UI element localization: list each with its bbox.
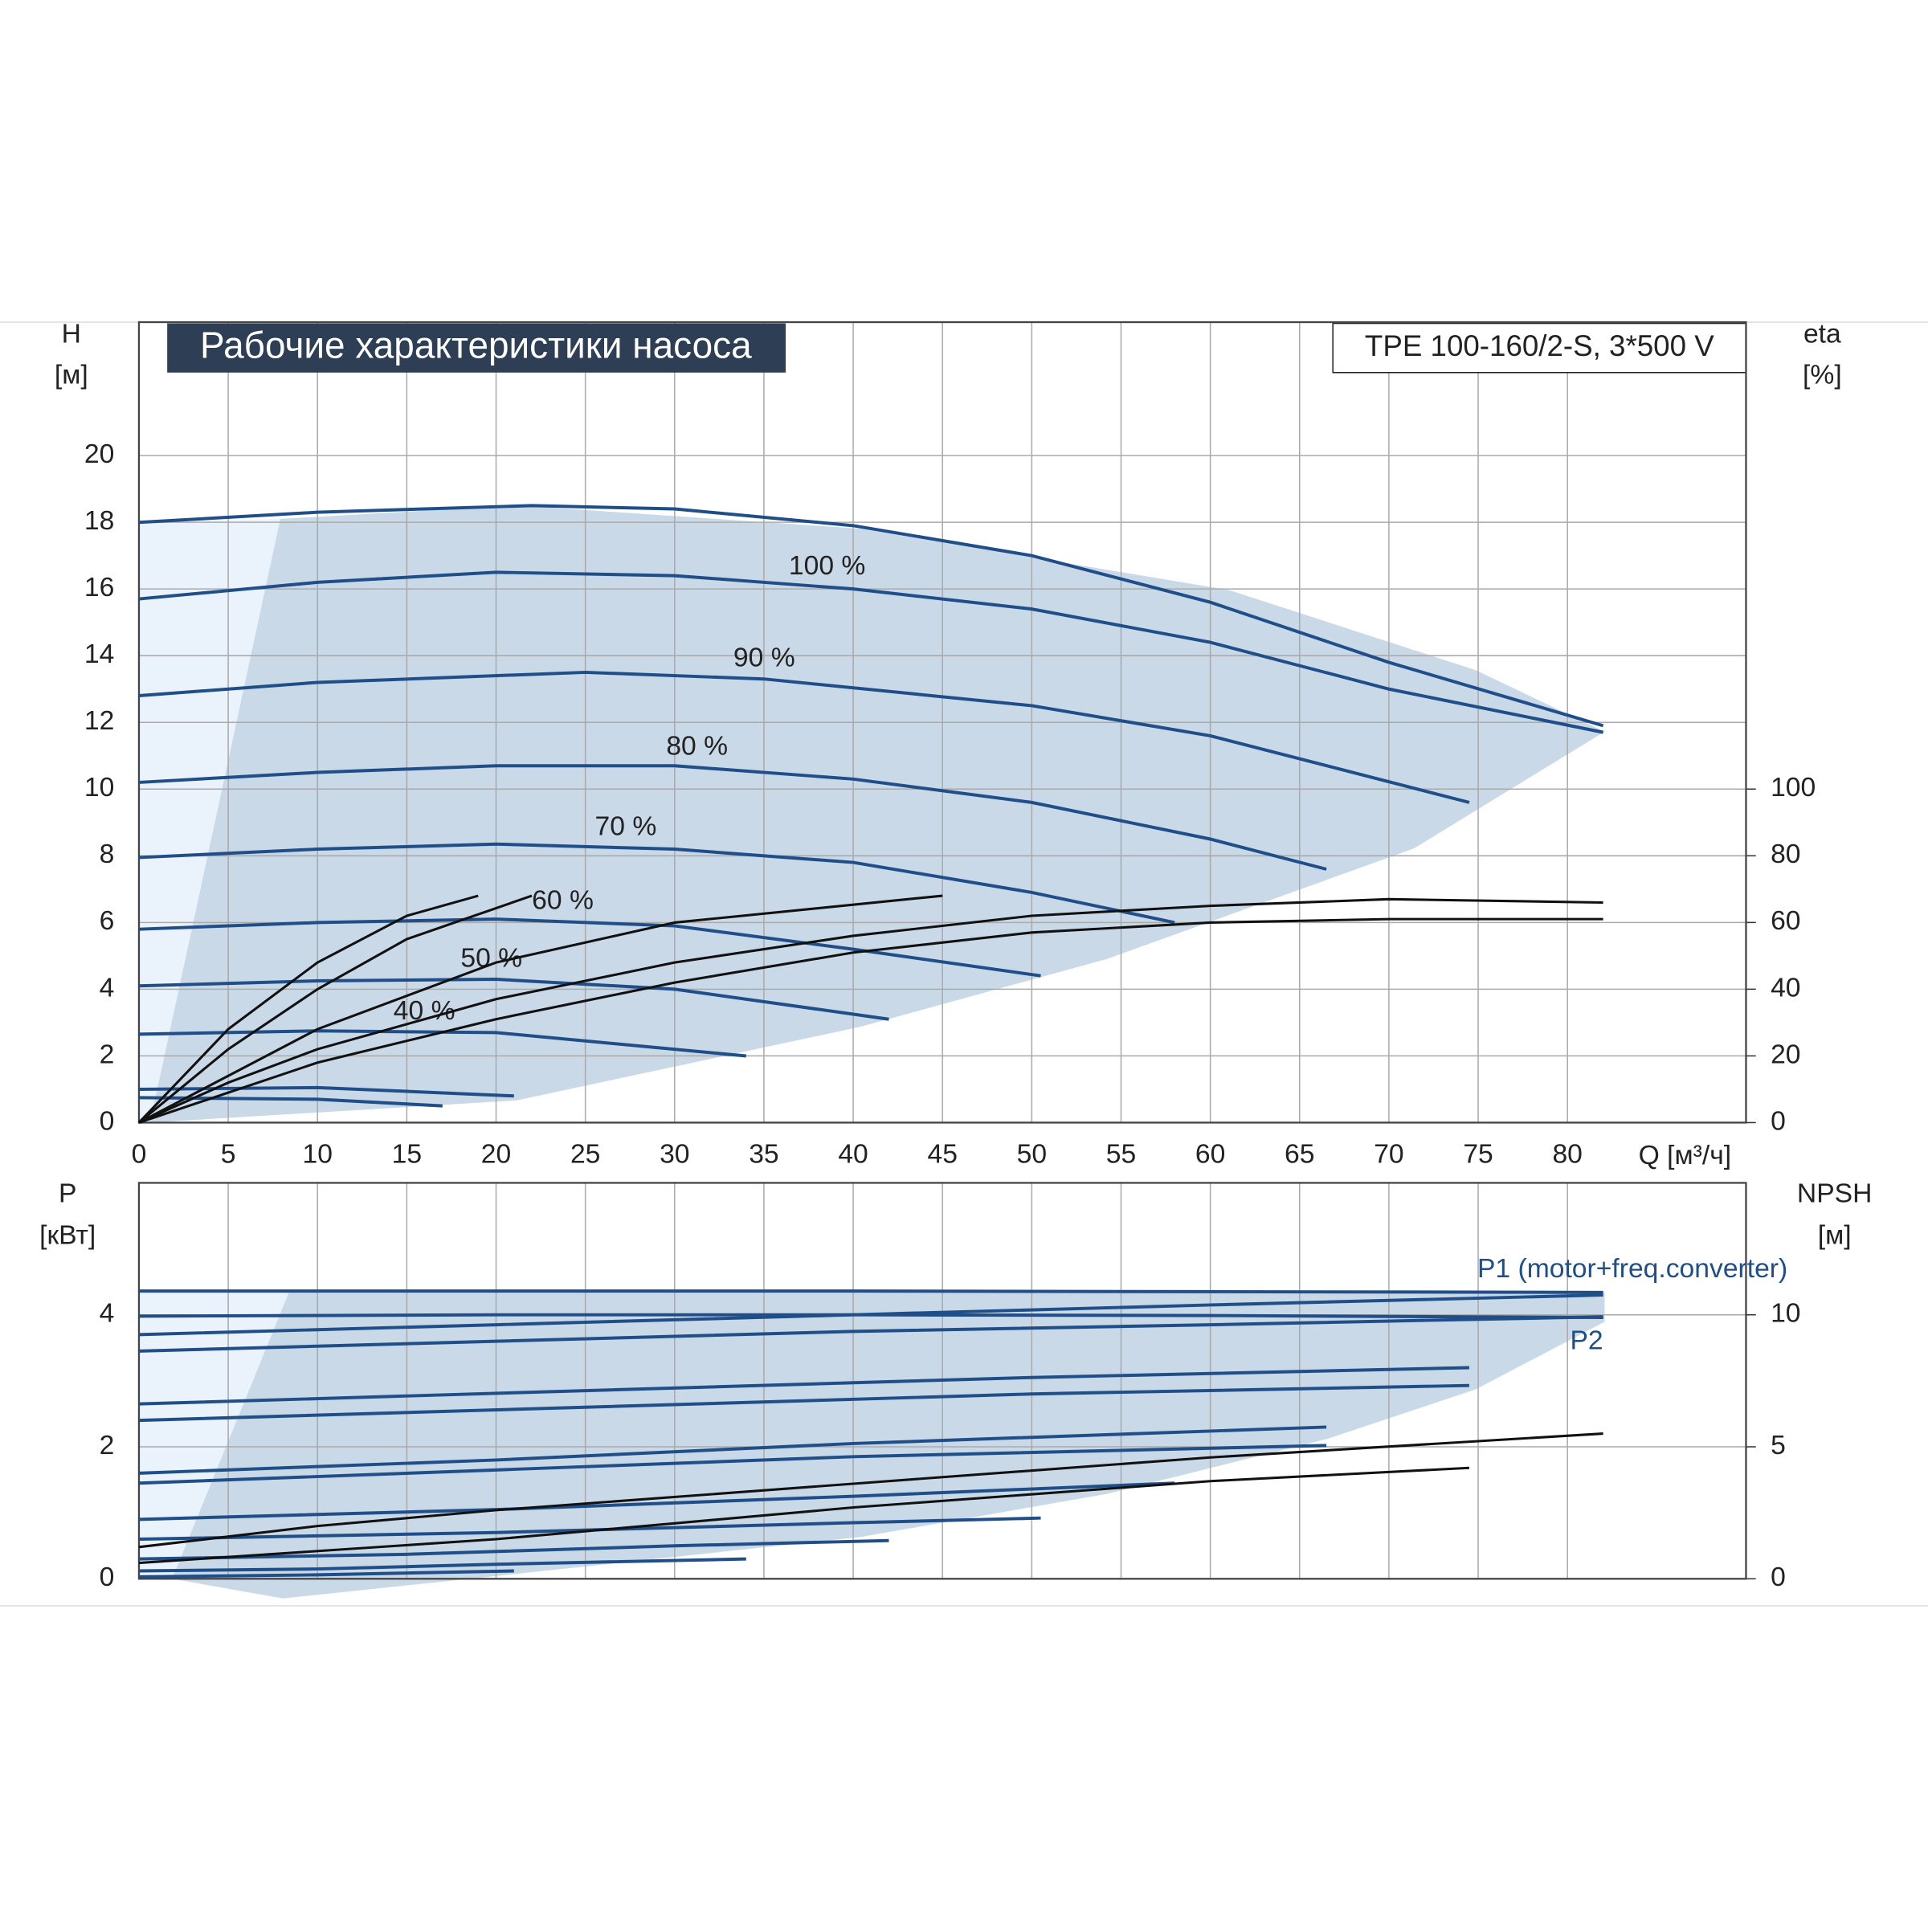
curve xyxy=(138,504,1604,728)
y2-axis-label: NPSH xyxy=(1797,1179,1873,1209)
y-axis-label: H xyxy=(62,320,81,349)
curve-label: 100 % xyxy=(789,551,865,581)
x-tick-label: 30 xyxy=(660,1140,689,1170)
curve xyxy=(138,1557,746,1573)
curve xyxy=(138,1444,1327,1485)
curve xyxy=(138,670,1470,804)
curve xyxy=(138,1315,1603,1353)
curve xyxy=(138,1085,514,1098)
title-box xyxy=(167,323,786,373)
model-label: TPE 100-160/2-S, 3*500 V xyxy=(1365,329,1714,362)
curve xyxy=(138,1425,1327,1475)
curve xyxy=(138,1569,514,1579)
curve xyxy=(138,1466,1470,1565)
plot-frame xyxy=(137,321,1747,1124)
y-tick-label: 0 xyxy=(100,1106,115,1136)
x-tick-label: 70 xyxy=(1374,1140,1403,1170)
y2-tick-label: 0 xyxy=(1771,1106,1786,1136)
y-tick-label: 4 xyxy=(100,1299,115,1329)
curve xyxy=(138,1432,1603,1549)
chart-title: Рабочие характеристики насоса xyxy=(200,324,752,366)
y-tick-label: 12 xyxy=(84,706,114,736)
x-tick-label: 15 xyxy=(392,1140,422,1170)
curve xyxy=(138,1289,1603,1294)
y2-tick-label: 40 xyxy=(1771,973,1800,1003)
y2-axis-unit: [%] xyxy=(1803,360,1842,390)
y-tick-label: 18 xyxy=(84,506,114,536)
x-tick-label: 0 xyxy=(132,1140,147,1170)
y-tick-label: 2 xyxy=(100,1040,115,1069)
curve xyxy=(138,1538,889,1561)
y2-axis-label: eta xyxy=(1803,320,1841,349)
curve xyxy=(138,764,1327,871)
y2-tick-label: 10 xyxy=(1771,1299,1800,1329)
y-tick-label: 8 xyxy=(100,839,115,869)
x-tick-label: 55 xyxy=(1106,1140,1136,1170)
x-tick-label: 40 xyxy=(838,1140,868,1170)
shaded-area xyxy=(138,1292,289,1579)
y-tick-label: 4 xyxy=(100,973,115,1003)
curve-label: 90 % xyxy=(733,643,795,673)
curve xyxy=(138,897,1603,1124)
curve xyxy=(137,894,479,1124)
curve xyxy=(138,917,1041,978)
x-tick-label: 45 xyxy=(927,1140,957,1170)
y2-tick-label: 20 xyxy=(1771,1040,1800,1069)
curve xyxy=(138,842,1175,925)
y2-tick-label: 5 xyxy=(1771,1431,1786,1460)
curve xyxy=(138,1293,1603,1337)
y-tick-label: 20 xyxy=(84,439,114,469)
shaded-area xyxy=(172,1292,1605,1599)
shaded-area xyxy=(138,518,280,1123)
x-tick-label: 10 xyxy=(303,1140,333,1170)
curve xyxy=(138,1481,1175,1522)
y-tick-label: 0 xyxy=(100,1562,115,1592)
curve-label: P1 (motor+freq.converter) xyxy=(1477,1254,1787,1284)
curve-label: 40 % xyxy=(394,996,455,1026)
y2-tick-label: 60 xyxy=(1771,906,1800,936)
curve xyxy=(138,894,943,1124)
curve xyxy=(138,1096,443,1108)
y2-tick-label: 80 xyxy=(1771,839,1800,869)
y-tick-label: 6 xyxy=(100,906,115,936)
curve-label: 70 % xyxy=(595,812,657,842)
curve xyxy=(138,1383,1469,1423)
y-tick-label: 2 xyxy=(100,1431,115,1460)
model-box xyxy=(1332,322,1747,374)
x-tick-label: 20 xyxy=(481,1140,511,1170)
y-tick-label: 16 xyxy=(84,573,114,602)
curve xyxy=(138,570,1604,734)
curve-label: 60 % xyxy=(532,886,594,916)
curve xyxy=(137,894,533,1124)
x-tick-label: 5 xyxy=(221,1140,236,1170)
y-axis-unit: [м] xyxy=(55,360,88,390)
curve xyxy=(138,917,1603,1124)
y-tick-label: 10 xyxy=(84,773,114,803)
x-tick-label: 65 xyxy=(1285,1140,1314,1170)
y-axis-label: P xyxy=(59,1179,76,1209)
x-tick-label: 80 xyxy=(1552,1140,1582,1170)
plot-frame xyxy=(137,1182,1747,1580)
y2-axis-unit: [м] xyxy=(1818,1221,1852,1251)
curve xyxy=(138,977,889,1021)
curve xyxy=(138,1029,746,1058)
shaded-area xyxy=(149,505,1605,1123)
x-axis-label: Q [м³/ч] xyxy=(1639,1141,1731,1170)
curve-label: P2 xyxy=(1570,1326,1603,1356)
y-tick-label: 14 xyxy=(84,639,114,669)
x-tick-label: 50 xyxy=(1017,1140,1047,1170)
y2-tick-label: 100 xyxy=(1771,773,1816,803)
x-tick-label: 25 xyxy=(570,1140,600,1170)
x-tick-label: 35 xyxy=(749,1140,778,1170)
curve xyxy=(138,1516,1041,1542)
x-tick-label: 60 xyxy=(1195,1140,1225,1170)
curve-label: 80 % xyxy=(666,732,728,762)
y2-tick-label: 0 xyxy=(1771,1562,1786,1592)
y-axis-unit: [кВт] xyxy=(39,1221,96,1251)
x-tick-label: 75 xyxy=(1463,1140,1493,1170)
curve xyxy=(138,1366,1469,1406)
